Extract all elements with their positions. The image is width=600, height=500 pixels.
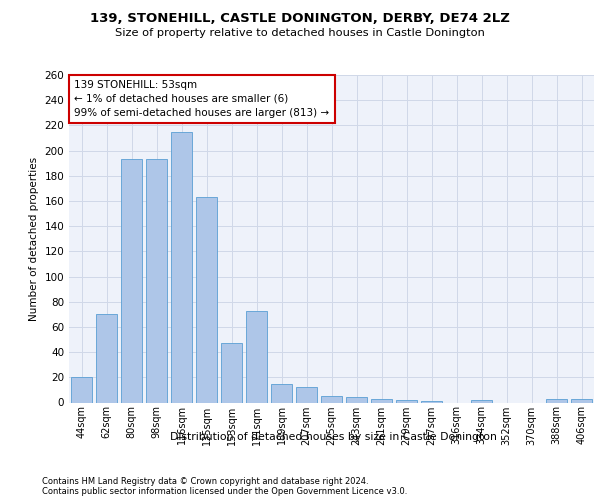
Bar xyxy=(471,400,492,402)
Text: 139 STONEHILL: 53sqm
← 1% of detached houses are smaller (6)
99% of semi-detache: 139 STONEHILL: 53sqm ← 1% of detached ho… xyxy=(74,80,329,118)
Text: 139, STONEHILL, CASTLE DONINGTON, DERBY, DE74 2LZ: 139, STONEHILL, CASTLE DONINGTON, DERBY,… xyxy=(90,12,510,24)
Text: Contains HM Land Registry data © Crown copyright and database right 2024.: Contains HM Land Registry data © Crown c… xyxy=(42,477,368,486)
Bar xyxy=(271,384,292,402)
Bar xyxy=(321,396,342,402)
Text: Size of property relative to detached houses in Castle Donington: Size of property relative to detached ho… xyxy=(115,28,485,38)
Bar xyxy=(171,132,192,402)
Bar xyxy=(546,398,567,402)
Bar xyxy=(346,398,367,402)
Bar xyxy=(121,160,142,402)
Text: Contains public sector information licensed under the Open Government Licence v3: Contains public sector information licen… xyxy=(42,487,407,496)
Bar xyxy=(571,398,592,402)
Bar xyxy=(96,314,117,402)
Bar xyxy=(396,400,417,402)
Bar xyxy=(246,310,267,402)
Y-axis label: Number of detached properties: Number of detached properties xyxy=(29,156,39,321)
Bar xyxy=(146,160,167,402)
Bar xyxy=(196,197,217,402)
Bar xyxy=(421,401,442,402)
Bar xyxy=(71,378,92,402)
Bar xyxy=(221,344,242,402)
Bar xyxy=(296,388,317,402)
Text: Distribution of detached houses by size in Castle Donington: Distribution of detached houses by size … xyxy=(170,432,496,442)
Bar xyxy=(371,398,392,402)
